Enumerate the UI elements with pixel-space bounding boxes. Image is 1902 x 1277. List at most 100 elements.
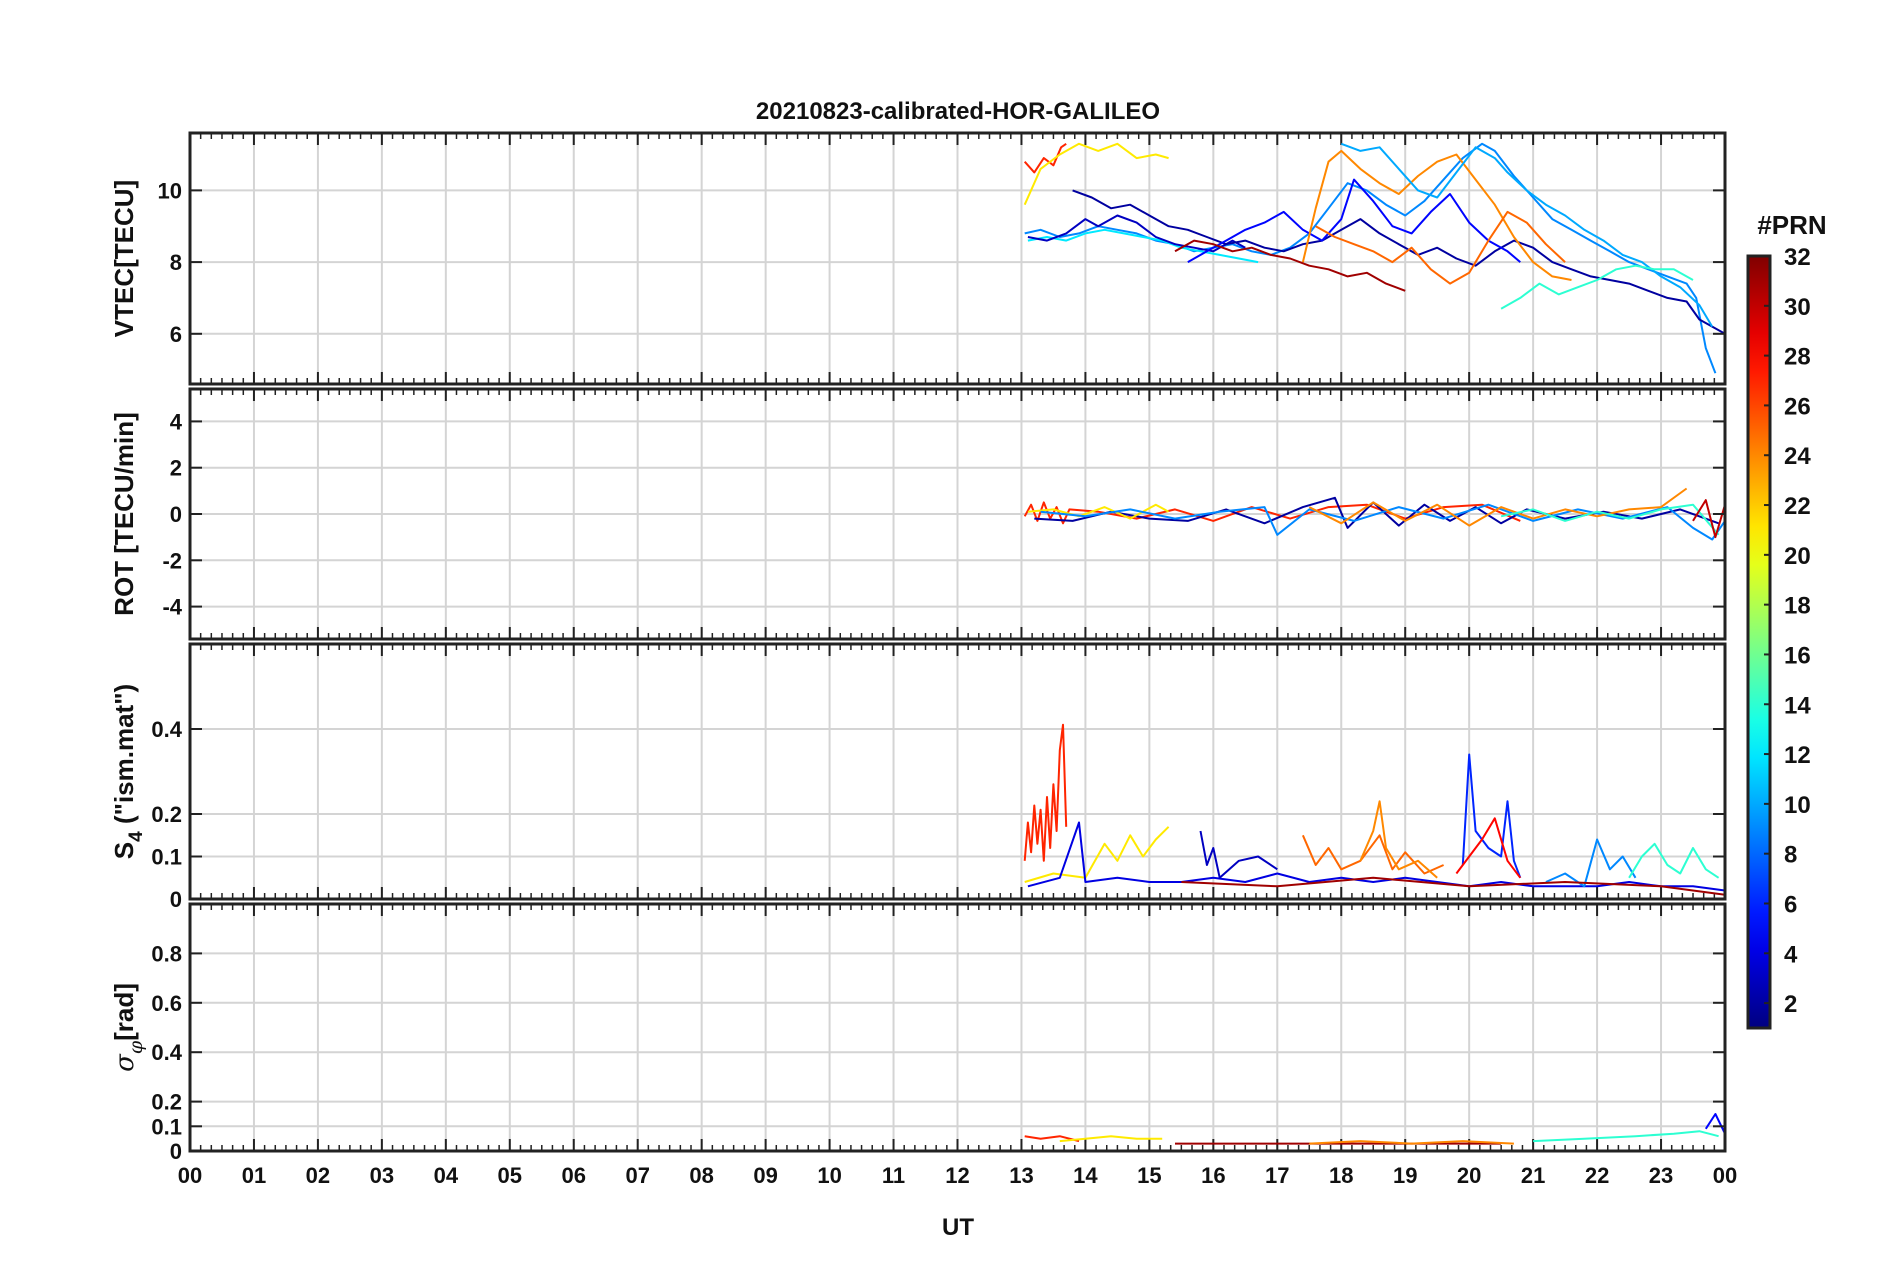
series-line-prn-9 [1545,838,1637,888]
y-axis-label: S4 ("ism.mat") [109,684,147,859]
x-tick-label: 16 [1201,1163,1225,1188]
series-line-prn-27 [1024,1135,1080,1143]
x-tick-label: 13 [1009,1163,1033,1188]
series-line-prn-14 [1500,503,1720,536]
x-tick-label: 08 [689,1163,713,1188]
x-tick-label: 20 [1457,1163,1481,1188]
y-tick-label: 0 [170,502,182,527]
panel-VTEC: 6 8 10 VTEC[TECU] [109,131,1727,386]
x-tick-label: 10 [817,1163,841,1188]
y-tick-label: -4 [162,595,182,620]
colorbar-tick-label: 22 [1784,493,1811,520]
series-line-prn-9 [1040,503,1725,541]
series-line-prn-14 [1533,1130,1719,1143]
colorbar-tick-label: 16 [1784,642,1811,669]
y-tick-label: 8 [170,250,182,275]
x-tick-labels: 00 01 02 03 04 05 06 07 08 09 10 11 12 13 14 15 16 17 18 19… [178,1163,1737,1188]
y-tick-label: 0.2 [151,802,182,827]
y-tick-label: 0.6 [151,991,182,1016]
x-tick-label: 09 [753,1163,777,1188]
series-line-prn-3 [1199,830,1278,879]
y-tick-label: 0.1 [151,1114,182,1139]
y-tick-label: 0.4 [151,1040,182,1065]
y-axis-label: VTEC[TECU] [109,180,139,337]
x-tick-label: 22 [1585,1163,1609,1188]
series-line-prn-30 [1692,499,1725,539]
series-line-prn-9 [1024,142,1717,374]
series-line-prn-24 [1309,1140,1514,1145]
series-group [1023,487,1725,541]
series-line-prn-27 [1023,723,1068,862]
x-tick-label: 21 [1521,1163,1545,1188]
series-line-prn-21 [1023,142,1169,206]
series-group [1023,723,1725,896]
x-tick-label: 18 [1329,1163,1353,1188]
y-axis-label: σφ[rad] [109,983,147,1072]
y-tick-label: 4 [170,409,183,434]
colorbar-tick-label: 28 [1784,344,1811,371]
x-tick-label: 02 [306,1163,330,1188]
x-tick-label: 11 [882,1163,905,1188]
series-line-prn-31 [1174,239,1406,292]
y-tick-label: 10 [158,178,182,203]
colorbar-tick-label: 4 [1784,941,1798,968]
colorbar-title: #PRN [1757,210,1826,240]
series-line-prn-24 [1301,149,1572,281]
x-tick-label: 07 [625,1163,649,1188]
series-line-prn-25 [1315,210,1566,285]
colorbar-tick-label: 8 [1784,842,1797,869]
figure-title: 20210823-calibrated-HOR-GALILEO [756,98,1160,125]
y-tick-label: 6 [170,322,182,347]
y-axis-label: ROT [TECU/min] [109,412,139,616]
x-tick-label: 14 [1073,1163,1098,1188]
colorbar-tick-label: 24 [1784,443,1811,470]
series-line-prn-21 [1027,503,1170,520]
y-tick-label: 0 [170,1139,182,1164]
colorbar-tick-label: 14 [1784,692,1811,719]
series-line-prn-10 [1340,142,1714,328]
series-line-prn-24 [1359,800,1438,879]
x-tick-label: 12 [945,1163,969,1188]
axes-frame [188,642,1727,901]
y-tick-label: 0.4 [151,717,182,742]
panel-sigma_phi: 00.10.2 0.4 0.6 0.8σφ[rad] [109,902,1727,1164]
x-tick-label: 05 [498,1163,522,1188]
x-tick-label: 00 [178,1163,202,1188]
series-line-prn-24 [1308,487,1688,527]
series-line-prn-28 [1455,817,1522,879]
y-tick-label: 0.2 [151,1090,182,1115]
x-tick-label: 19 [1393,1163,1417,1188]
axes-frame [188,131,1727,386]
colorbar-gradient [1746,254,1772,1030]
series-line-prn-6 [1461,753,1522,879]
series-group [1024,1113,1725,1145]
y-tick-label: 0.8 [151,941,182,966]
series-line-prn-14 [1500,264,1694,310]
series-line-prn-3 [1027,214,1246,253]
x-tick-label: 23 [1649,1163,1673,1188]
x-tick-label: 01 [242,1163,266,1188]
series-line-prn-5 [1187,178,1521,263]
panel-S4: 0 0.1 0.2 0.4S4 ("ism.mat") [109,642,1727,912]
y-tick-label: 0.1 [151,845,182,870]
y-tick-label: -2 [162,548,182,573]
y-tick-label: 0 [170,887,182,912]
x-tick-label: 04 [434,1163,459,1188]
colorbar-tick-label: 18 [1784,593,1811,620]
series-line-prn-31 [1181,876,1725,896]
series-line-prn-14 [1628,842,1720,879]
x-tick-label: 00 [1713,1163,1737,1188]
x-axis-label: UT [942,1214,974,1241]
axes-frame [188,387,1727,641]
colorbar-tick-label: 6 [1784,891,1797,918]
series-line-prn-21 [1024,826,1170,883]
colorbar-tick-label: 12 [1784,742,1811,769]
series-group [1023,142,1725,374]
x-tick-label: 15 [1137,1163,1161,1188]
axes-frame [188,902,1727,1153]
x-tick-label: 06 [562,1163,586,1188]
